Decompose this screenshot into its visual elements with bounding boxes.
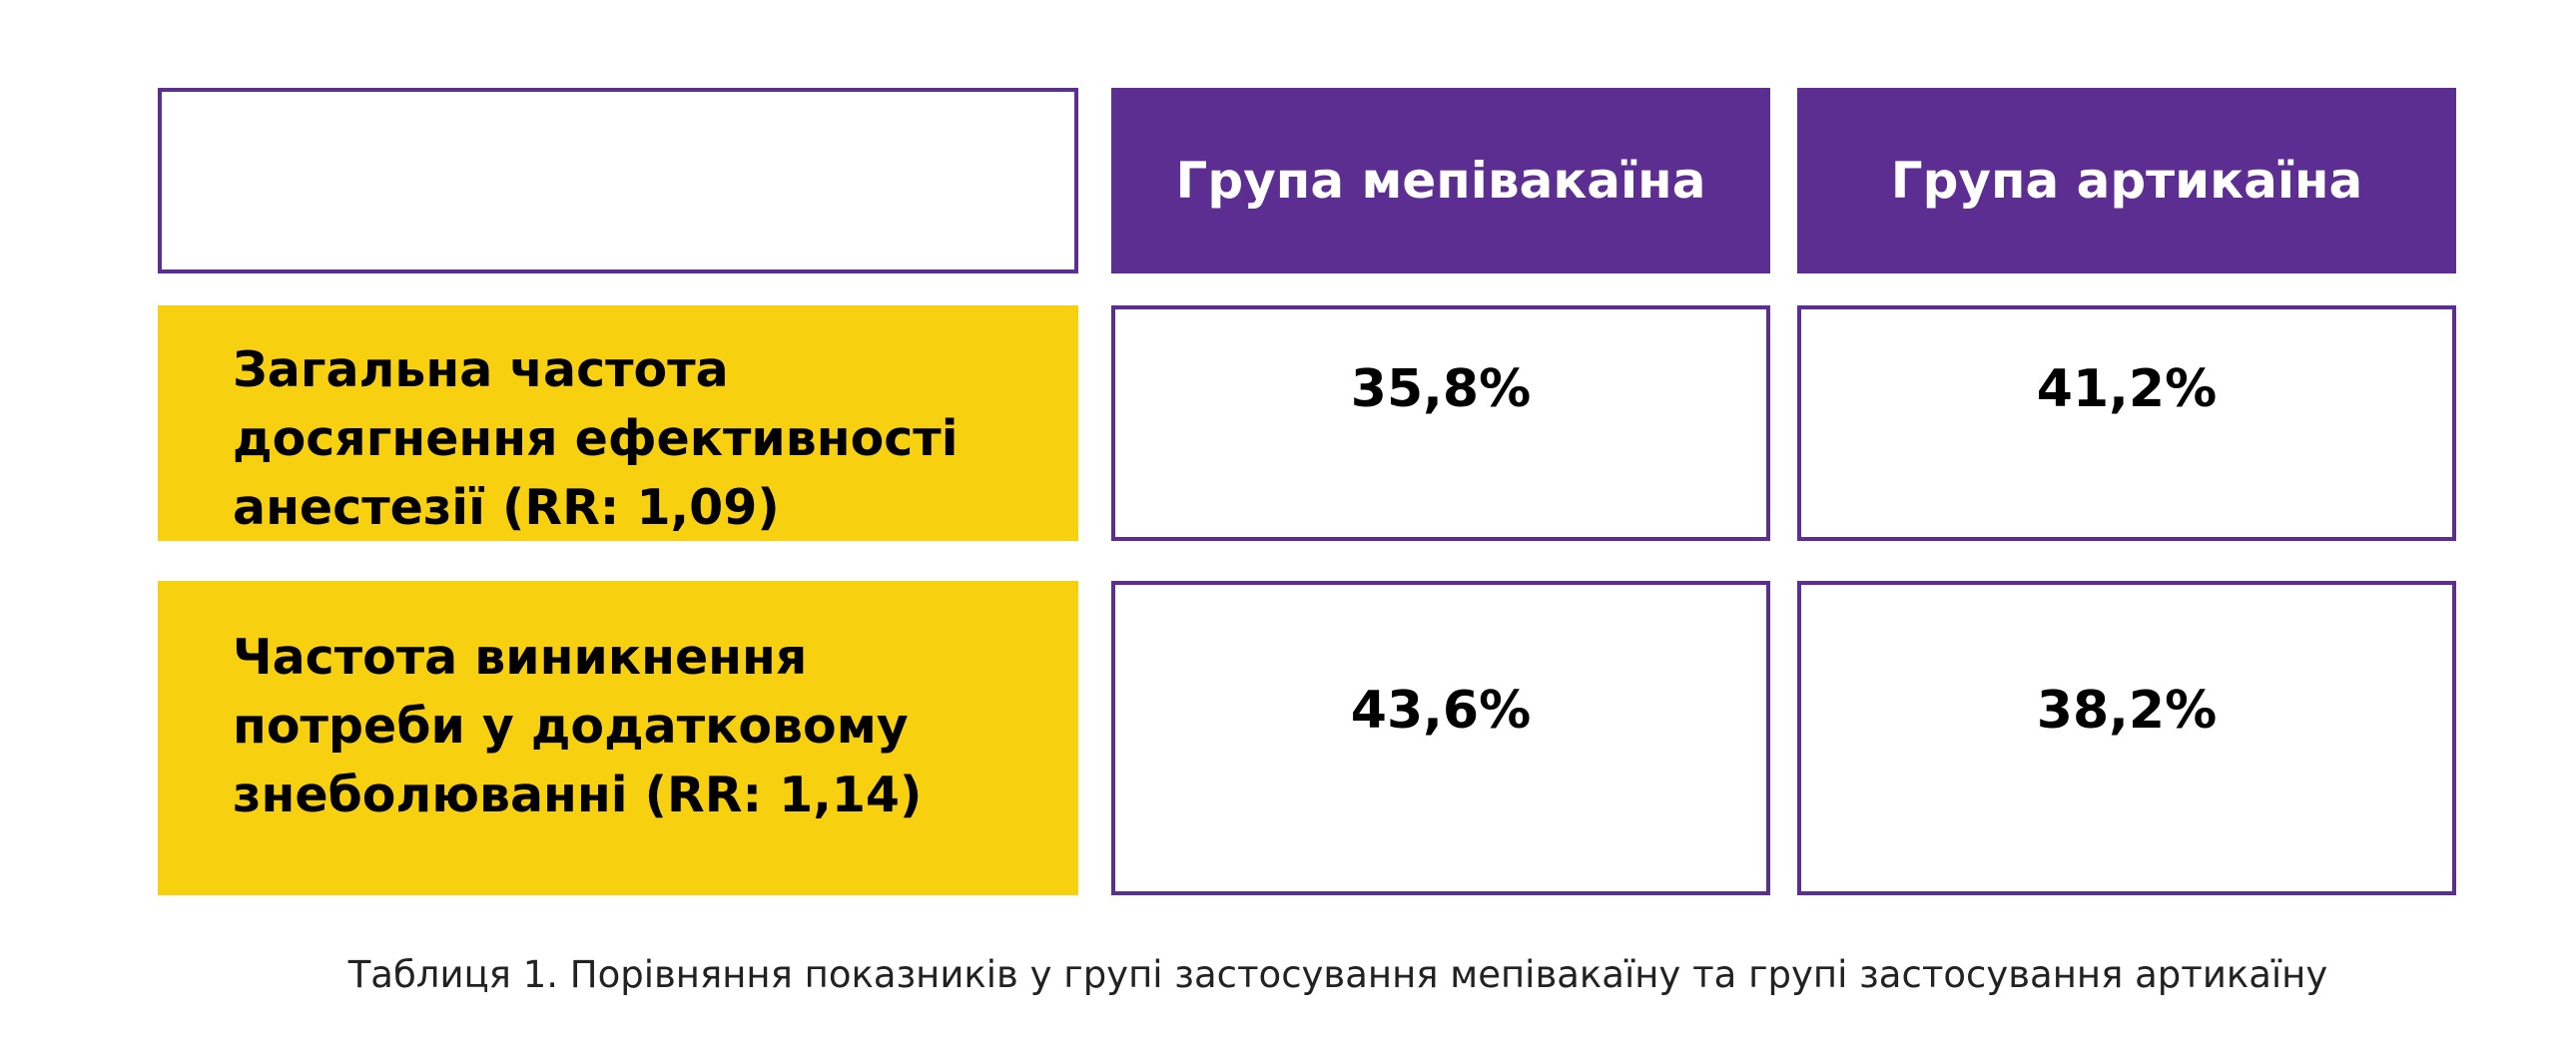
- value-cell-mepivacaine-efficacy: 35,8%: [1111, 305, 1770, 541]
- table-caption: Таблиця 1. Порівняння показників у групі…: [347, 953, 2328, 996]
- value-cell-mepivacaine-additional: 43,6%: [1111, 581, 1770, 895]
- column-header-articaine: Група артикаїна: [1797, 88, 2456, 273]
- row-label-additional-analgesia: Частота виникнення потреби у додатковому…: [158, 581, 1078, 895]
- value-cell-articaine-efficacy: 41,2%: [1797, 305, 2456, 541]
- row-label-anesthesia-efficacy: Загальна частота досягнення ефективності…: [158, 305, 1078, 541]
- column-header-mepivacaine: Група мепівакаїна: [1111, 88, 1770, 273]
- value-cell-articaine-additional: 38,2%: [1797, 581, 2456, 895]
- table-corner-cell: [158, 88, 1078, 273]
